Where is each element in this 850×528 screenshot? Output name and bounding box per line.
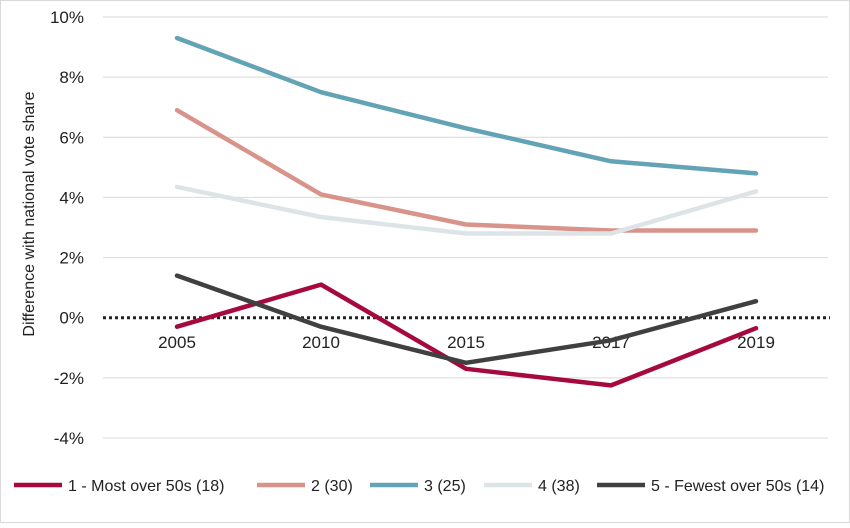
y-tick-label: 10% [50,8,84,27]
legend-label: 1 - Most over 50s (18) [68,478,225,495]
grid-lines [103,16,828,439]
y-tick-label: 8% [59,68,84,87]
y-axis-label: Difference with national vote share [21,91,38,336]
series-line-1 [174,282,759,388]
legend: 1 - Most over 50s (18) 2 (30) 3 (25) 4 (38)… [14,478,824,495]
legend-label: 2 (30) [311,478,353,495]
x-tick-label: 2015 [447,333,485,352]
x-axis-ticks: 2005 2010 2015 2017 2019 [158,333,775,352]
x-tick-label: 2010 [302,333,340,352]
x-tick-label: 2019 [737,333,775,352]
x-tick-label: 2005 [158,333,196,352]
legend-label: 3 (25) [424,478,466,495]
legend-label: 5 - Fewest over 50s (14) [651,478,824,495]
y-tick-label: 4% [59,188,84,207]
series-line-4 [174,184,759,236]
y-tick-label: 0% [59,309,84,328]
series-line-5 [174,273,759,366]
y-tick-label: 6% [59,128,84,147]
series-lines [174,35,759,388]
legend-label: 4 (38) [538,478,580,495]
series-line-2 [174,107,759,233]
y-tick-label: 2% [59,249,84,268]
series-line-3 [174,35,759,176]
y-axis-ticks: -4% -2% 0% 2% 4% 6% 8% 10% [50,8,84,448]
y-tick-label: -2% [54,369,84,388]
y-tick-label: -4% [54,429,84,448]
